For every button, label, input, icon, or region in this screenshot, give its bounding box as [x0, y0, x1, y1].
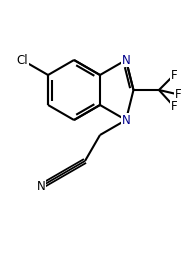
- Text: N: N: [122, 54, 130, 67]
- Text: Cl: Cl: [16, 54, 28, 67]
- Text: F: F: [175, 88, 182, 101]
- Text: N: N: [122, 113, 130, 126]
- Text: F: F: [171, 68, 177, 82]
- Text: N: N: [36, 180, 45, 193]
- Text: F: F: [171, 100, 177, 113]
